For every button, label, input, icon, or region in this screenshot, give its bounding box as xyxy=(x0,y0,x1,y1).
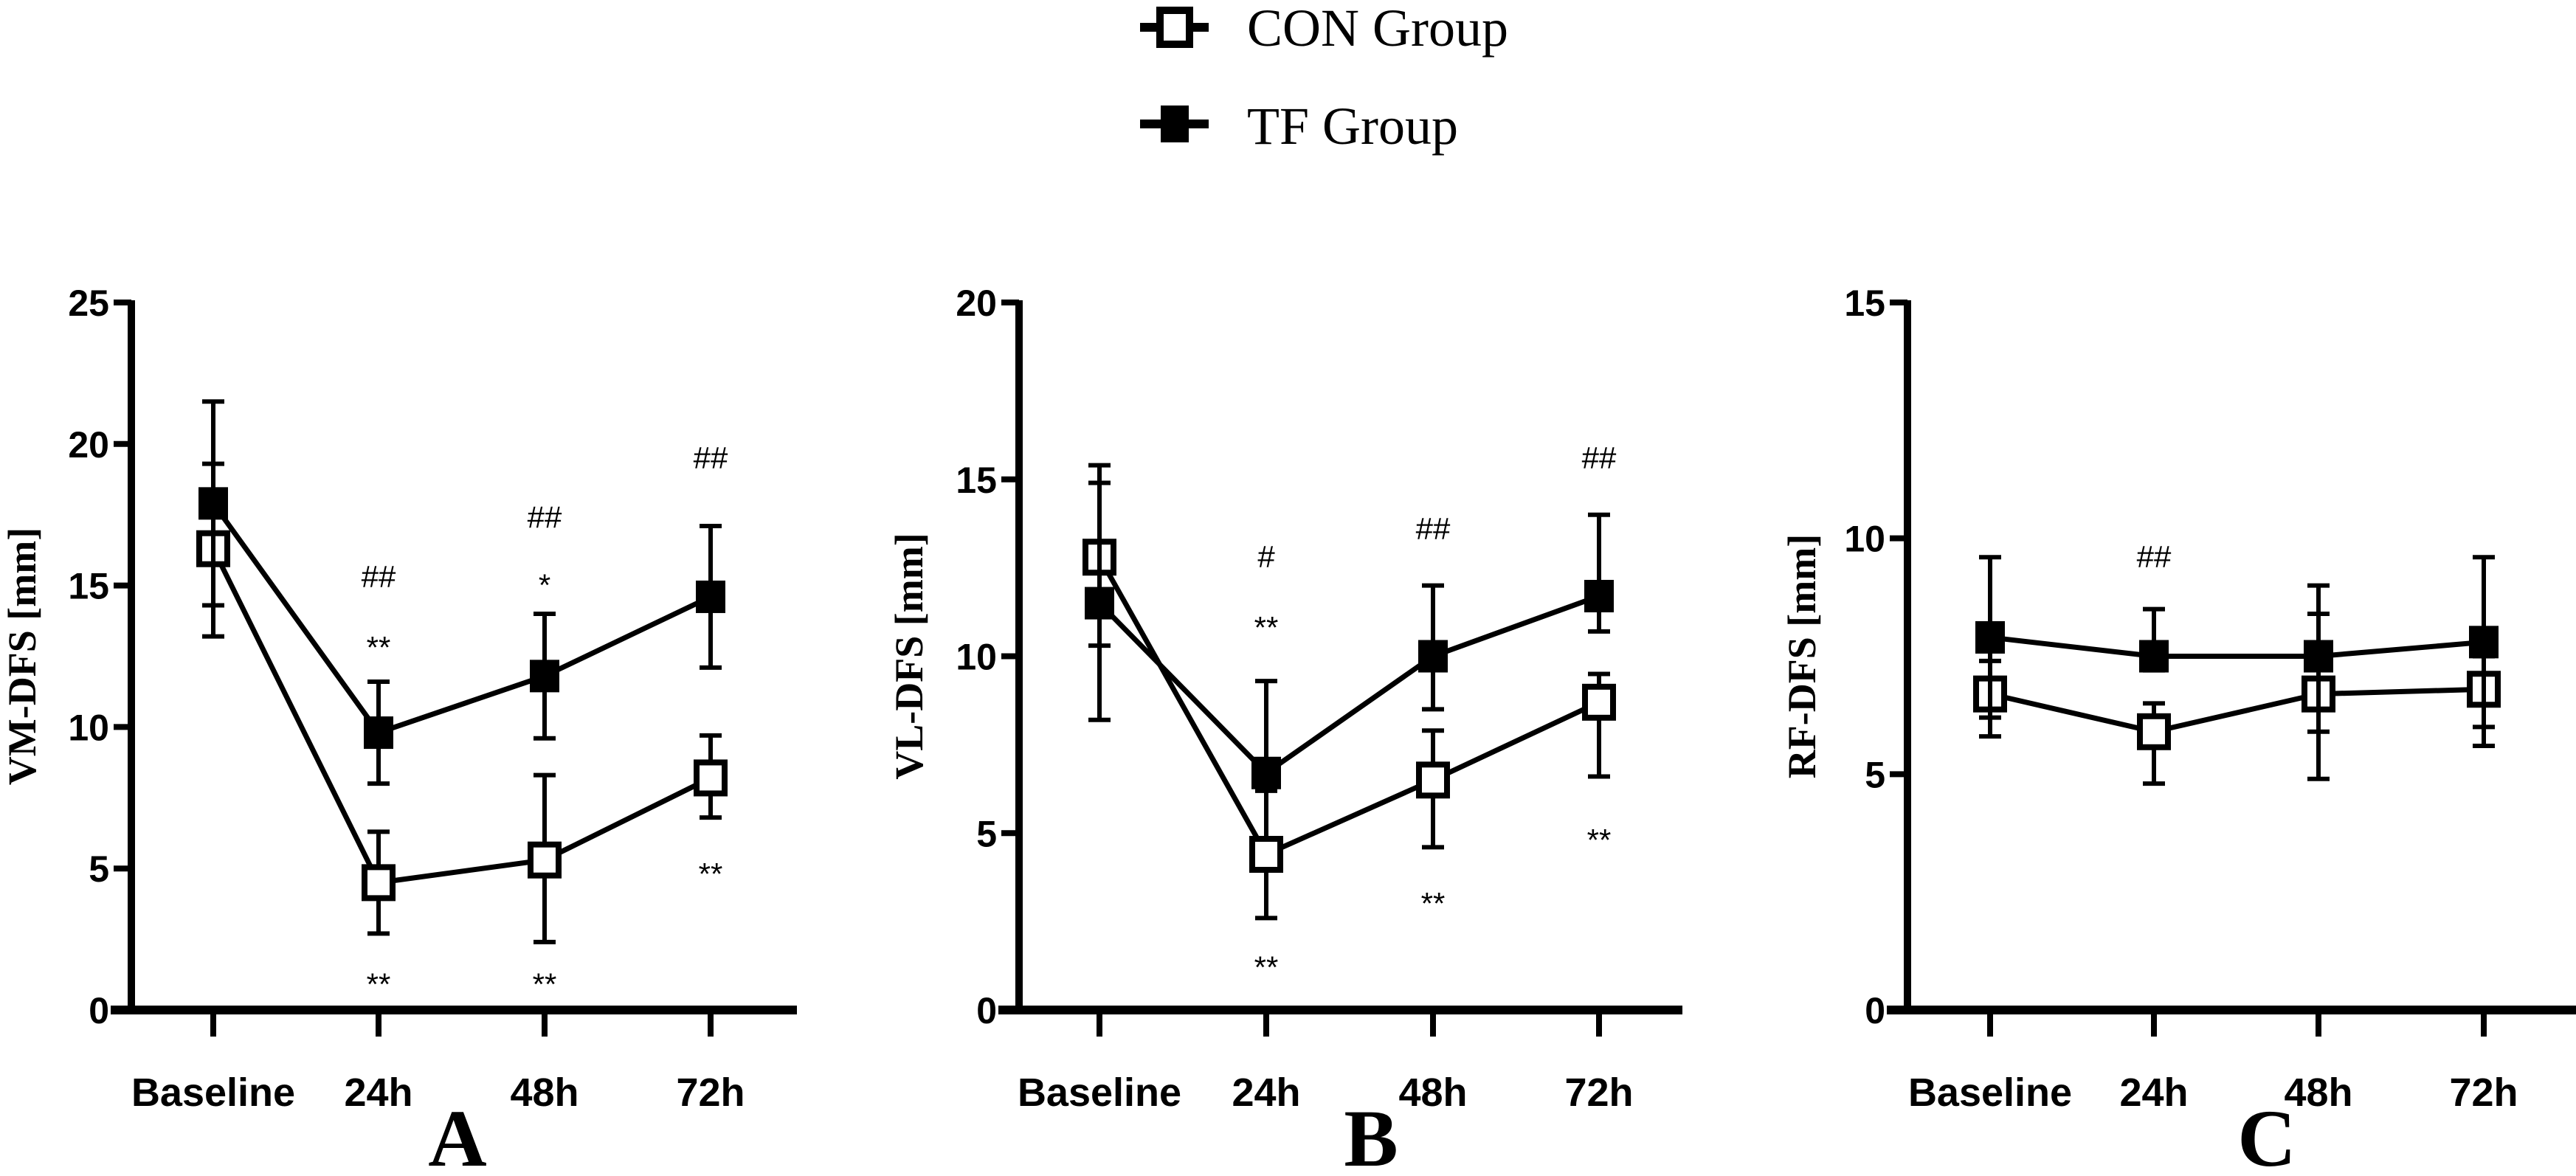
legend-item-tf: TF Group xyxy=(1140,97,1458,156)
significance-annotation: ## xyxy=(694,440,728,475)
legend-tf-label: TF Group xyxy=(1247,97,1458,156)
series-tf xyxy=(198,399,725,786)
data-point xyxy=(1416,761,1450,799)
data-point xyxy=(364,716,393,750)
significance-annotation: ## xyxy=(528,500,562,535)
x-tick-label: Baseline xyxy=(131,1070,295,1115)
y-tick-label: 5 xyxy=(1865,754,1885,795)
data-point xyxy=(1582,683,1616,721)
significance-annotation: ** xyxy=(699,857,723,891)
x-tick-label: 24h xyxy=(1232,1070,1300,1115)
significance-annotation: ** xyxy=(1254,610,1279,645)
series-line xyxy=(210,547,712,886)
y-tick-label: 5 xyxy=(89,848,109,890)
series-tf xyxy=(1085,463,1614,793)
data-point xyxy=(2304,640,2333,673)
significance-annotation: # xyxy=(1257,539,1275,574)
x-tick-label: 72h xyxy=(1564,1070,1633,1115)
y-tick-label: 5 xyxy=(976,813,997,854)
y-tick-label: 20 xyxy=(68,424,109,466)
y-tick-label: 20 xyxy=(956,283,997,324)
legend: CON Group TF Group xyxy=(1140,0,1508,156)
series-line xyxy=(1989,634,2485,659)
y-tick-label: 0 xyxy=(1865,990,1885,1031)
y-axis-label: VM-DFS [mm] xyxy=(0,528,44,785)
data-point xyxy=(694,759,728,797)
data-point xyxy=(198,487,228,520)
data-point xyxy=(528,841,562,879)
series-tf xyxy=(1975,555,2499,734)
y-tick-label: 25 xyxy=(68,283,109,324)
data-point xyxy=(2137,713,2171,750)
x-tick-label: 72h xyxy=(676,1070,745,1115)
y-tick-label: 0 xyxy=(976,990,997,1031)
series-line xyxy=(1097,556,1600,858)
data-point xyxy=(2139,640,2169,673)
series-line xyxy=(1989,686,2485,735)
y-tick-label: 10 xyxy=(68,707,109,748)
significance-annotation: ** xyxy=(533,966,557,1001)
panel-c: 0 5 10 15 Baseline 24h 48h 72h RF-DFS [mm] ## C xyxy=(1780,283,2576,1176)
x-tick-label: 24h xyxy=(344,1070,412,1115)
panel-a: 0 5 10 15 20 25 Baseline 24h 48h 72h VM-DFS [mm] ##… xyxy=(0,283,797,1176)
series-line xyxy=(1097,593,1600,777)
significance-annotation: ## xyxy=(2137,539,2172,574)
significance-annotation: ** xyxy=(1587,823,1612,857)
data-point xyxy=(362,864,396,902)
y-tick-label: 10 xyxy=(1844,519,1885,560)
x-tick-label: 24h xyxy=(2119,1070,2188,1115)
series-con xyxy=(1973,611,2501,786)
legend-tf-marker xyxy=(1161,106,1189,142)
significance-annotation: ** xyxy=(367,630,391,665)
x-tick-label: 48h xyxy=(1398,1070,1467,1115)
data-point xyxy=(530,660,559,693)
x-tick-label: 48h xyxy=(2284,1070,2352,1115)
data-point xyxy=(1584,579,1614,612)
y-axis-label: VL-DFS [mm] xyxy=(887,533,931,779)
y-tick-label: 15 xyxy=(68,566,109,607)
x-tick-label: Baseline xyxy=(1018,1070,1181,1115)
significance-annotation: ** xyxy=(367,966,391,1001)
legend-item-con: CON Group xyxy=(1140,0,1508,58)
y-tick-label: 15 xyxy=(956,460,997,501)
data-point xyxy=(1085,587,1114,620)
series-con xyxy=(1082,480,1616,921)
panel-letter: C xyxy=(2237,1093,2296,1176)
y-axis-label: RF-DFS [mm] xyxy=(1780,534,1824,778)
legend-con-marker xyxy=(1156,7,1193,48)
data-point xyxy=(1251,756,1281,789)
data-point xyxy=(696,580,725,613)
data-point xyxy=(2469,626,2499,659)
significance-annotation: ** xyxy=(1254,950,1279,984)
significance-annotation: ** xyxy=(1421,886,1446,921)
y-tick-label: 15 xyxy=(1844,283,1885,324)
panel-letter: A xyxy=(428,1093,486,1176)
panel-b: 0 5 10 15 20 Baseline 24h 48h 72h VL-DFS [mm] # ** *… xyxy=(887,283,1682,1176)
panel-letter: B xyxy=(1344,1093,1398,1176)
significance-annotation: ## xyxy=(1416,511,1451,546)
y-tick-label: 0 xyxy=(89,990,109,1031)
data-point xyxy=(1249,836,1283,874)
significance-annotation: ## xyxy=(1582,440,1617,475)
y-tick-label: 10 xyxy=(956,637,997,678)
significance-annotation: ## xyxy=(362,559,396,594)
x-tick-label: 72h xyxy=(2449,1070,2518,1115)
x-tick-label: Baseline xyxy=(1908,1070,2072,1115)
series-line xyxy=(211,502,712,736)
data-point xyxy=(1418,640,1448,673)
significance-annotation: * xyxy=(539,568,550,603)
data-point xyxy=(1975,620,2005,654)
legend-con-label: CON Group xyxy=(1247,0,1508,58)
x-tick-label: 48h xyxy=(510,1070,579,1115)
